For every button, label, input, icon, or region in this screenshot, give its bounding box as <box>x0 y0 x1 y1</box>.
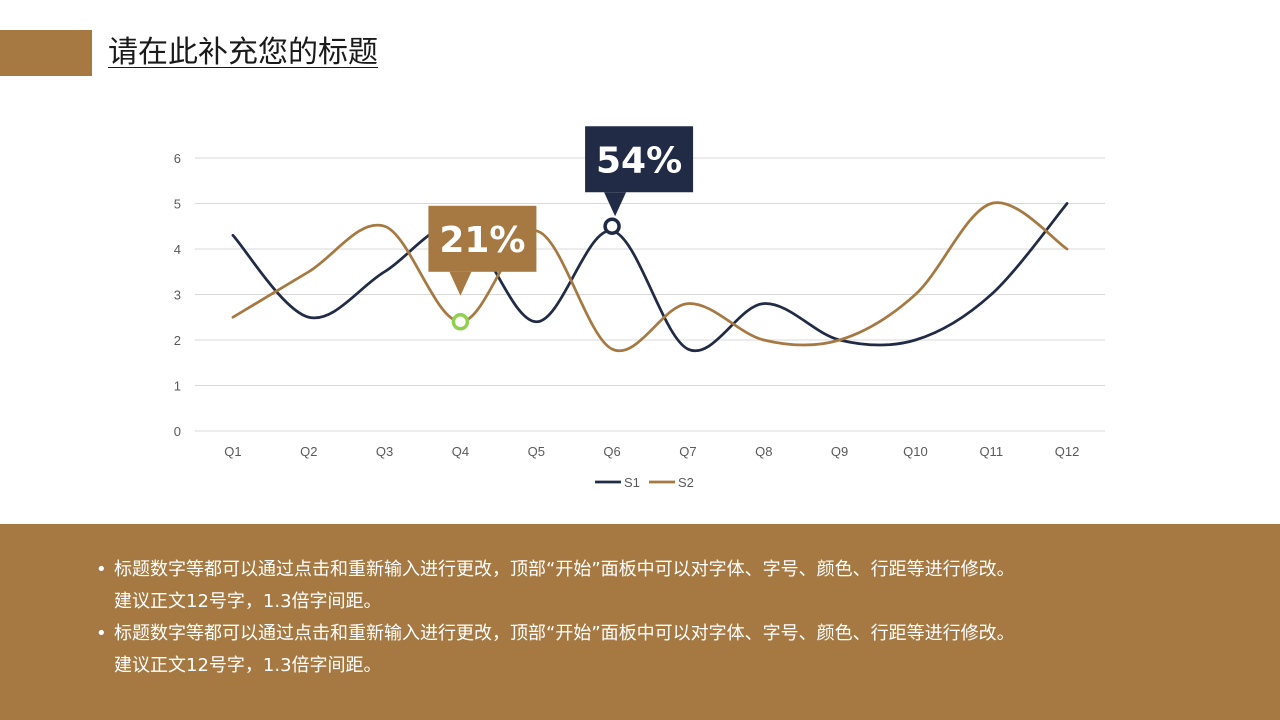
y-tick-label: 3 <box>174 288 181 303</box>
x-tick-label: Q1 <box>224 444 241 459</box>
callout-pointer <box>604 192 627 217</box>
legend-label-s1: S1 <box>624 475 640 490</box>
bullet-item: • 标题数字等都可以通过点击和重新输入进行更改，顶部“开始”面板中可以对字体、字… <box>96 554 1216 618</box>
chart-legend: S1 S2 <box>595 475 694 490</box>
series-line-s1 <box>231 202 1069 353</box>
bullet-dot: • <box>96 559 107 580</box>
x-tick-label: Q3 <box>376 444 393 459</box>
legend-label-s2: S2 <box>678 475 694 490</box>
callout-21-pct: 21% <box>428 205 537 331</box>
bullet-line: 标题数字等都可以通过点击和重新输入进行更改，顶部“开始”面板中可以对字体、字号、… <box>114 623 1015 644</box>
bullet-item: • 标题数字等都可以通过点击和重新输入进行更改，顶部“开始”面板中可以对字体、字… <box>96 618 1216 682</box>
y-tick-label: 6 <box>174 151 181 166</box>
x-tick-label: Q8 <box>755 444 772 459</box>
bullet-line: 建议正文12号字，1.3倍字间距。 <box>114 591 382 612</box>
y-tick-label: 1 <box>174 379 181 394</box>
y-tick-label: 0 <box>174 424 181 439</box>
chart-gridlines <box>195 157 1105 432</box>
callout-label: 21% <box>439 220 525 261</box>
callout-box <box>428 205 537 272</box>
x-tick-label: Q2 <box>300 444 317 459</box>
y-tick-label: 4 <box>174 242 181 257</box>
y-axis-ticks: 0 1 2 3 4 5 6 <box>174 151 181 439</box>
y-tick-label: 2 <box>174 333 181 348</box>
x-tick-label: Q7 <box>679 444 696 459</box>
page-title: 请在此补充您的标题 <box>108 35 378 70</box>
x-tick-label: Q11 <box>979 444 1003 459</box>
callout-marker <box>451 313 470 331</box>
callout-54-pct: 54% <box>585 126 694 235</box>
footer-panel: • 标题数字等都可以通过点击和重新输入进行更改，顶部“开始”面板中可以对字体、字… <box>0 524 1280 720</box>
title-accent-bar <box>0 30 92 76</box>
callout-box <box>585 126 694 193</box>
chart-series <box>231 201 1069 353</box>
x-tick-label: Q9 <box>831 444 848 459</box>
series-line-s2 <box>231 201 1069 353</box>
x-tick-label: Q12 <box>1055 444 1080 459</box>
x-tick-label: Q10 <box>903 444 928 459</box>
x-tick-label: Q5 <box>528 444 545 459</box>
bullet-line: 建议正文12号字，1.3倍字间距。 <box>114 655 382 676</box>
callout-pointer <box>449 271 472 296</box>
y-tick-label: 5 <box>174 197 181 212</box>
x-axis-ticks: Q1 Q2 Q3 Q4 Q5 Q6 Q7 Q8 Q9 Q10 Q11 Q12 <box>224 444 1079 459</box>
bullet-line: 标题数字等都可以通过点击和重新输入进行更改，顶部“开始”面板中可以对字体、字号、… <box>114 559 1015 580</box>
chart-callouts: 21% 54% <box>428 126 694 331</box>
callout-label: 54% <box>596 140 682 181</box>
bullet-dot: • <box>96 623 107 644</box>
x-tick-label: Q6 <box>603 444 620 459</box>
bullet-list: • 标题数字等都可以通过点击和重新输入进行更改，顶部“开始”面板中可以对字体、字… <box>96 554 1216 682</box>
callout-marker <box>603 217 621 235</box>
x-tick-label: Q4 <box>452 444 469 459</box>
line-chart: 0 1 2 3 4 5 6 Q1 Q2 Q3 Q4 Q5 Q6 Q7 Q8 Q9 Q10 Q11 Q12 21% 5… <box>174 126 1105 490</box>
